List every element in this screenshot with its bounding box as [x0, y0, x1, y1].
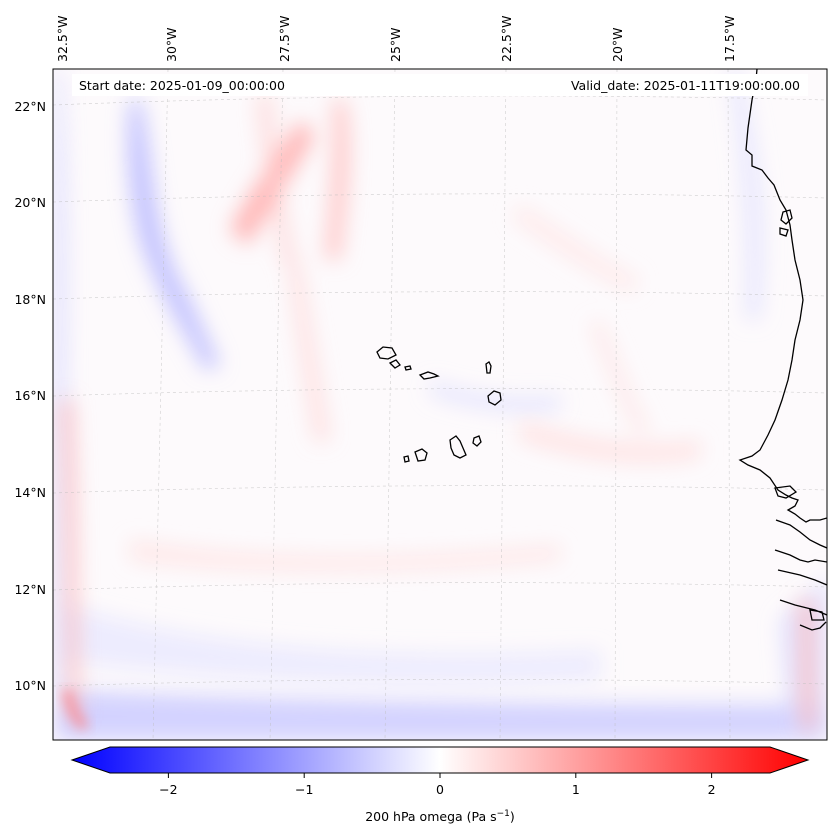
lat-label: 14°N	[14, 485, 46, 500]
colorbar-label-exponent: −1	[497, 809, 510, 819]
gridlines	[53, 69, 827, 740]
colorbar-tick-label: −2	[159, 782, 177, 797]
lon-label: 22.5°W	[499, 16, 514, 62]
lat-label: 10°N	[14, 678, 46, 693]
island-brava	[403, 455, 410, 463]
latitude-labels: 22°N 20°N 18°N 16°N 14°N 12°N 10°N	[14, 99, 46, 693]
negative-omega-areas	[53, 70, 827, 740]
island-santa-luzia	[404, 365, 412, 371]
colorbar-label-suffix: )	[510, 809, 515, 824]
coast-bay	[774, 485, 798, 499]
colorbar-label-prefix: 200 hPa omega (Pa s	[365, 809, 496, 824]
cape-verde-islands	[376, 346, 502, 463]
island-santiago	[449, 435, 467, 459]
coast-islands-west-africa	[774, 519, 827, 631]
lon-label: 17.5°W	[722, 16, 737, 62]
lat-label: 12°N	[14, 582, 46, 597]
colorbar-tick-label: −1	[295, 782, 313, 797]
positive-omega-areas	[60, 95, 814, 730]
coastal-edge-ascent	[62, 690, 90, 730]
lon-label: 27.5°W	[277, 16, 292, 62]
map-frame	[52, 68, 828, 741]
colorbar-ticks: −2 −1 0 1 2	[159, 773, 716, 797]
lon-label: 32.5°W	[55, 16, 70, 62]
africa-coastline	[738, 69, 827, 523]
island-maio	[472, 435, 482, 447]
island-sal	[485, 361, 492, 374]
map-panel[interactable]: Start date: 2025-01-09_00:00:00 Valid_da…	[52, 68, 828, 741]
colorbar-tick-label: 0	[436, 782, 444, 797]
island-sao-nicolau	[418, 371, 440, 380]
island-boa-vista	[487, 390, 502, 406]
header-band	[72, 74, 808, 96]
coastlines	[738, 69, 827, 631]
coast-island-north	[779, 209, 793, 237]
longitude-labels: 32.5°W 30°W 27.5°W 25°W 22.5°W 20°W 17.5…	[55, 16, 737, 62]
start-date-label: Start date: 2025-01-09_00:00:00	[79, 78, 285, 93]
island-fogo	[414, 448, 428, 462]
colorbar-outline	[70, 746, 810, 774]
island-santo-antao	[376, 346, 397, 360]
colorbar-tick-label: 2	[708, 782, 716, 797]
lat-label: 22°N	[14, 99, 46, 114]
island-sao-vicente	[388, 359, 401, 369]
colorbar-label: 200 hPa omega (Pa s−1)	[365, 809, 515, 824]
lon-label: 20°W	[610, 27, 625, 62]
lon-label: 30°W	[164, 27, 179, 62]
lat-label: 16°N	[14, 388, 46, 403]
lat-label: 18°N	[14, 292, 46, 307]
colorbar: −2 −1 0 1 2 200 hPa omega (Pa s−1)	[70, 746, 810, 824]
colorbar-tick-label: 1	[572, 782, 580, 797]
lat-label: 20°N	[14, 195, 46, 210]
colorbar-gradient	[72, 747, 808, 773]
lon-label: 25°W	[388, 27, 403, 62]
omega-field	[53, 69, 827, 740]
valid-date-label: Valid_date: 2025-01-11T19:00:00.00	[571, 78, 800, 93]
